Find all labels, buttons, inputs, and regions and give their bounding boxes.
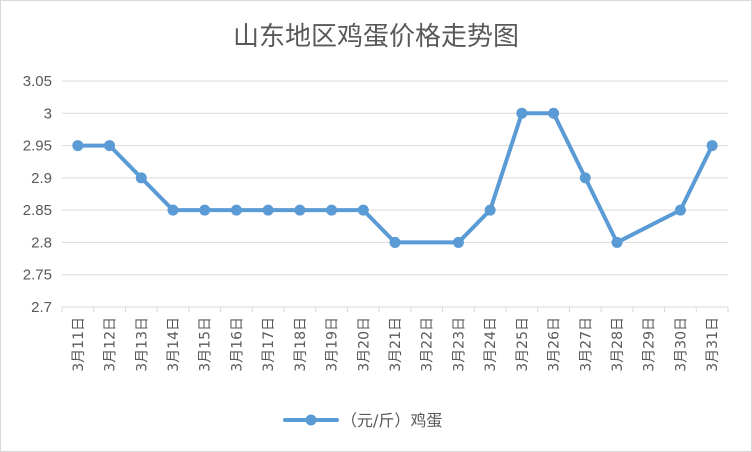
x-tick-label: 3月28日	[610, 317, 626, 372]
x-tick-label: 3月22日	[420, 317, 436, 372]
x-tick-label: 3月30日	[673, 317, 689, 372]
data-point[interactable]	[674, 204, 686, 216]
y-tick-label: 2.85	[23, 202, 52, 219]
x-tick-group: 3月18日	[293, 317, 309, 372]
y-axis-ticks: 2.7 2.75 2.8 2.85 2.9 2.95 3 3.05	[23, 73, 52, 316]
data-point[interactable]	[357, 204, 369, 216]
data-point[interactable]	[579, 172, 591, 184]
data-point[interactable]	[199, 204, 211, 216]
y-tick-label: 2.7	[31, 299, 52, 316]
x-tick-group: 3月22日	[420, 317, 436, 372]
gridlines	[62, 80, 728, 308]
x-tick-label: 3月18日	[293, 317, 309, 372]
x-tick-label: 3月24日	[483, 317, 499, 372]
data-point[interactable]	[516, 107, 528, 119]
x-tick-group: 3月24日	[483, 317, 499, 372]
x-tick-group: 3月23日	[451, 317, 467, 372]
x-tick-label: 3月26日	[547, 317, 563, 372]
x-tick-label: 3月19日	[325, 317, 341, 372]
data-point[interactable]	[135, 172, 147, 184]
x-tick-label: 3月31日	[705, 317, 721, 372]
series-layer	[72, 107, 718, 248]
data-point[interactable]	[452, 236, 464, 248]
x-tick-label: 3月14日	[166, 317, 182, 372]
x-tick-group: 3月31日	[705, 317, 721, 372]
data-point[interactable]	[262, 204, 274, 216]
x-tick-label: 3月29日	[642, 317, 658, 372]
data-point[interactable]	[548, 107, 560, 119]
x-tick-group: 3月17日	[261, 317, 277, 372]
x-tick-label: 3月15日	[198, 317, 214, 372]
y-tick-label: 3	[44, 105, 52, 122]
data-point[interactable]	[230, 204, 242, 216]
y-tick-label: 2.8	[31, 234, 52, 251]
x-tick-label: 3月25日	[515, 317, 531, 372]
x-tick-group: 3月28日	[610, 317, 626, 372]
x-tick-group: 3月30日	[673, 317, 689, 372]
x-tick-label: 3月13日	[134, 317, 150, 372]
y-tick-label: 2.75	[23, 267, 52, 284]
legend-point-marker	[305, 414, 317, 426]
x-axis-ticks: 3月11日 3月12日 3月13日 3月14日 3月15日 3月16日 3月17日 3月18日…	[61, 307, 729, 372]
legend[interactable]: （元/斤）鸡蛋	[283, 411, 442, 430]
x-tick-label: 3月23日	[451, 317, 467, 372]
data-point[interactable]	[167, 204, 179, 216]
x-tick-label: 3月21日	[388, 317, 404, 372]
x-tick-group: 3月21日	[388, 317, 404, 372]
x-tick-group: 3月11日	[71, 317, 87, 372]
data-point[interactable]	[389, 236, 401, 248]
data-point[interactable]	[72, 140, 84, 152]
data-point[interactable]	[294, 204, 306, 216]
y-tick-label: 2.95	[23, 138, 52, 155]
x-tick-label: 3月16日	[229, 317, 245, 372]
x-tick-group: 3月16日	[229, 317, 245, 372]
x-tick-group: 3月25日	[515, 317, 531, 372]
legend-label: （元/斤）鸡蛋	[341, 411, 442, 430]
x-tick-group: 3月15日	[198, 317, 214, 372]
x-tick-group: 3月13日	[134, 317, 150, 372]
x-tick-label: 3月12日	[103, 317, 119, 372]
x-tick-group: 3月20日	[356, 317, 372, 372]
x-tick-label: 3月11日	[71, 317, 87, 372]
data-point[interactable]	[611, 236, 623, 248]
x-tick-label: 3月27日	[578, 317, 594, 372]
y-tick-label: 2.9	[31, 170, 52, 187]
x-tick-group: 3月14日	[166, 317, 182, 372]
x-tick-group: 3月29日	[642, 317, 658, 372]
x-tick-group: 3月27日	[578, 317, 594, 372]
x-tick-group: 3月12日	[103, 317, 119, 372]
data-point[interactable]	[484, 204, 496, 216]
x-tick-label: 3月17日	[261, 317, 277, 372]
x-tick-group: 3月19日	[325, 317, 341, 372]
data-point[interactable]	[104, 140, 116, 152]
data-point[interactable]	[706, 140, 718, 152]
x-tick-label: 3月20日	[356, 317, 372, 372]
chart-title: 山东地区鸡蛋价格走势图	[233, 22, 519, 52]
data-point[interactable]	[326, 204, 338, 216]
y-tick-label: 3.05	[23, 73, 52, 90]
x-tick-group: 3月26日	[547, 317, 563, 372]
